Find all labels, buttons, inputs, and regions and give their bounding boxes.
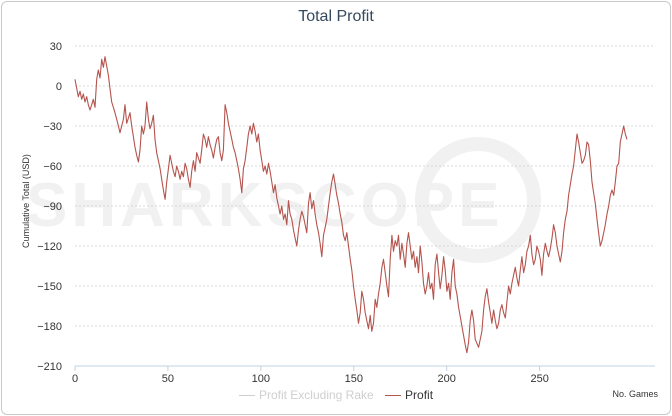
x-tick-label: 100 (252, 373, 270, 385)
y-tick-label: 30 (50, 41, 62, 53)
y-tick-label: −30 (43, 121, 62, 133)
legend-label: Profit (405, 388, 434, 402)
y-axis: 30 0 −30 −60 −90 −120 −150 −180 −210 (37, 41, 62, 373)
legend-label: Profit Excluding Rake (258, 388, 374, 402)
y-tick-label: −90 (43, 201, 62, 213)
x-tick-label: 200 (438, 373, 456, 385)
x-tick-label: 250 (530, 373, 548, 385)
chart-title: Total Profit (298, 8, 374, 25)
legend-swatch (385, 395, 402, 397)
series-group (74, 56, 628, 354)
legend-item-profit[interactable]: Profit (385, 388, 433, 402)
y-tick-label: 0 (56, 81, 62, 93)
x-tick-label: 50 (162, 373, 174, 385)
watermark: SHARKSCOPE (26, 137, 541, 263)
x-axis-label: No. Games (612, 389, 658, 399)
series-line-profit[interactable] (74, 56, 628, 354)
grid (75, 45, 655, 367)
watermark-scope-icon (415, 137, 541, 263)
x-axis: 0 50 100 150 200 250 (72, 366, 549, 385)
legend-item-profit-excluding-rake[interactable]: Profit Excluding Rake (238, 388, 374, 402)
x-tick-label: 150 (345, 373, 363, 385)
y-tick-label: −180 (37, 321, 62, 333)
y-tick-label: −120 (37, 241, 62, 253)
y-tick-label: −60 (43, 161, 62, 173)
x-tick-label: 0 (72, 373, 78, 385)
legend: Profit Excluding Rake Profit (0, 388, 672, 402)
y-tick-label: −210 (37, 361, 62, 373)
legend-swatch (238, 395, 255, 397)
y-axis-label: Cumulative Total (USD) (21, 154, 31, 248)
y-tick-label: −150 (37, 281, 62, 293)
